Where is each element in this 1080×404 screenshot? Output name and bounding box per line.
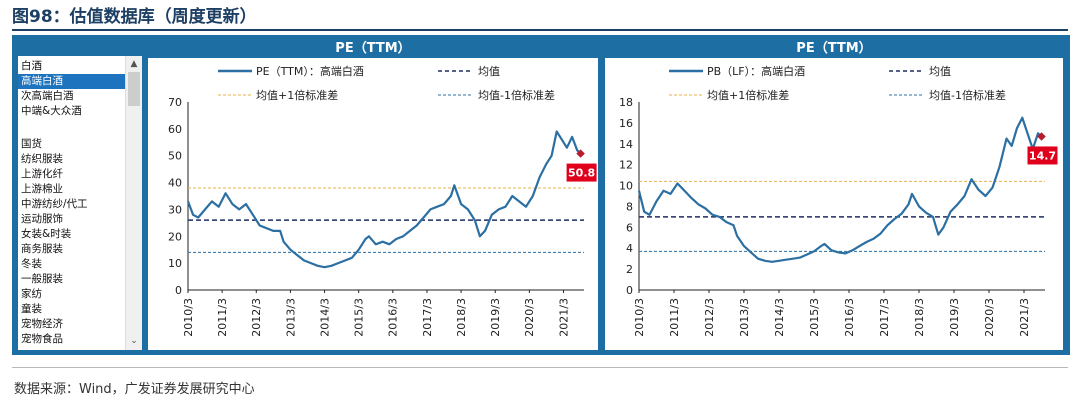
x-tick-label: 2018/3 bbox=[455, 298, 468, 337]
industry-listbox[interactable]: 白酒高端白酒 次高端白酒中端&大众酒 国货纺织服装上游化纤上游棉业中游纺纱/代工 运动… bbox=[18, 56, 142, 350]
x-tick-label: 2012/3 bbox=[703, 298, 716, 337]
listbox-item[interactable]: 宠物食品 bbox=[21, 333, 63, 345]
pe-chart-panel: PE（TTM） PE（TTM）：高端白酒 均值均值+1倍标准差 均值-1倍标准差 0 1… bbox=[148, 40, 598, 350]
x-tick-label: 2017/3 bbox=[878, 298, 891, 337]
y-tick-label: 60 bbox=[168, 123, 182, 136]
listbox-item[interactable]: 上游化纤 bbox=[21, 168, 63, 180]
y-tick-label: 4 bbox=[626, 242, 633, 255]
listbox-item[interactable]: 童装 bbox=[21, 303, 42, 315]
x-tick-label: 2013/3 bbox=[738, 298, 751, 337]
triangle-up-icon[interactable]: ▲ bbox=[130, 59, 138, 69]
y-tick-label: 0 bbox=[175, 284, 182, 297]
listbox-item[interactable]: 中端&大众酒 bbox=[21, 105, 82, 117]
y-tick-label: 30 bbox=[168, 203, 182, 216]
listbox-item[interactable]: 高端白酒 bbox=[18, 74, 125, 89]
x-tick-label: 2016/3 bbox=[387, 298, 400, 337]
x-tick-label: 2019/3 bbox=[948, 298, 961, 337]
listbox-item[interactable]: 上游棉业 bbox=[21, 183, 63, 195]
legend-minus1sd-label: 均值-1倍标准差 bbox=[478, 88, 555, 102]
x-tick-label: 2011/3 bbox=[216, 298, 229, 337]
y-tick-label: 20 bbox=[168, 230, 182, 243]
x-tick-label: 2019/3 bbox=[489, 298, 502, 337]
chevron-down-icon[interactable]: ⌄ bbox=[130, 336, 138, 346]
y-tick-label: 8 bbox=[626, 200, 633, 213]
figure-title: 图98：估值数据库（周度更新） bbox=[12, 7, 257, 27]
series-line bbox=[186, 130, 582, 269]
listbox-item[interactable]: 商务服装 bbox=[21, 243, 63, 255]
listbox-item[interactable]: 冬装 bbox=[21, 258, 42, 270]
x-tick-label: 2012/3 bbox=[250, 298, 263, 337]
y-tick-label: 6 bbox=[626, 221, 633, 234]
y-tick-label: 10 bbox=[168, 257, 182, 270]
listbox-item[interactable]: 中游纺纱/代工 bbox=[21, 198, 88, 210]
legend-plus1sd-label: 均值+1倍标准差 bbox=[256, 88, 338, 102]
x-tick-label: 2020/3 bbox=[523, 298, 536, 337]
listbox-item[interactable]: 运动服饰 bbox=[21, 213, 63, 225]
y-tick-label: 14 bbox=[619, 138, 633, 151]
x-tick-label: 2015/3 bbox=[353, 298, 366, 337]
y-tick-label: 70 bbox=[168, 96, 182, 109]
x-tick-label: 2010/3 bbox=[182, 298, 195, 337]
pe-chart-header: PE（TTM） bbox=[148, 40, 598, 58]
pb-chart-panel: PE（TTM） PB（LF）：高端白酒 均值均值+1倍标准差 均值-1倍标准差 0 2 4… bbox=[605, 40, 1063, 350]
listbox-item[interactable]: 白酒 bbox=[21, 60, 42, 72]
legend-minus1sd-label: 均值-1倍标准差 bbox=[929, 88, 1006, 102]
listbox-item[interactable]: 宠物经济 bbox=[21, 318, 63, 330]
legend-series-label: PB（LF）：高端白酒 bbox=[707, 64, 805, 78]
listbox-item[interactable]: 国货 bbox=[21, 138, 42, 150]
pb-chart-header: PE（TTM） bbox=[605, 40, 1063, 58]
y-tick-label: 50 bbox=[168, 150, 182, 163]
x-tick-label: 2014/3 bbox=[773, 298, 786, 337]
listbox-item[interactable]: 家纺 bbox=[21, 288, 42, 300]
last-value-badge bbox=[1027, 146, 1058, 165]
scrollbar-thumb[interactable] bbox=[128, 72, 140, 106]
last-value-badge bbox=[566, 163, 597, 182]
legend-mean-label: 均值 bbox=[929, 65, 951, 78]
source-note: 数据来源：Wind，广发证券发展研究中心 bbox=[14, 382, 255, 397]
x-tick-label: 2020/3 bbox=[983, 298, 996, 337]
x-tick-label: 2014/3 bbox=[318, 298, 331, 337]
title-rule bbox=[12, 29, 1068, 31]
listbox-item[interactable]: 女装&时装 bbox=[21, 228, 72, 240]
x-tick-label: 2016/3 bbox=[843, 298, 856, 337]
x-tick-label: 2015/3 bbox=[808, 298, 821, 337]
y-tick-label: 10 bbox=[619, 180, 633, 193]
listbox-item[interactable]: 一般服装 bbox=[21, 273, 63, 285]
x-tick-label: 2011/3 bbox=[668, 298, 681, 337]
y-tick-label: 0 bbox=[626, 284, 633, 297]
x-tick-label: 2021/3 bbox=[1018, 298, 1031, 337]
listbox-scrollbar[interactable]: ▲ ⌄ bbox=[125, 56, 142, 350]
x-tick-label: 2013/3 bbox=[284, 298, 297, 337]
x-tick-label: 2010/3 bbox=[633, 298, 646, 337]
bottom-rule bbox=[12, 367, 1068, 368]
listbox-item[interactable]: 纺织服装 bbox=[21, 153, 63, 165]
y-tick-label: 16 bbox=[619, 117, 633, 130]
series-line bbox=[637, 116, 1043, 263]
y-tick-label: 12 bbox=[619, 159, 633, 172]
x-tick-label: 2017/3 bbox=[421, 298, 434, 337]
x-tick-label: 2021/3 bbox=[557, 298, 570, 337]
listbox-item[interactable]: 次高端白酒 bbox=[21, 90, 74, 102]
legend-mean-label: 均值 bbox=[478, 65, 500, 78]
y-tick-label: 40 bbox=[168, 177, 182, 190]
y-tick-label: 18 bbox=[619, 96, 633, 109]
last-value-label: 14.7 bbox=[1029, 149, 1056, 162]
y-tick-label: 2 bbox=[626, 263, 633, 276]
last-point-marker bbox=[576, 149, 585, 158]
listbox-items: 白酒高端白酒 次高端白酒中端&大众酒 国货纺织服装上游化纤上游棉业中游纺纱/代工 运动… bbox=[18, 56, 125, 350]
legend-series-label: PE（TTM）：高端白酒 bbox=[256, 64, 364, 78]
legend-plus1sd-label: 均值+1倍标准差 bbox=[707, 88, 789, 102]
x-tick-label: 2018/3 bbox=[913, 298, 926, 337]
last-value-label: 50.8 bbox=[568, 167, 595, 180]
